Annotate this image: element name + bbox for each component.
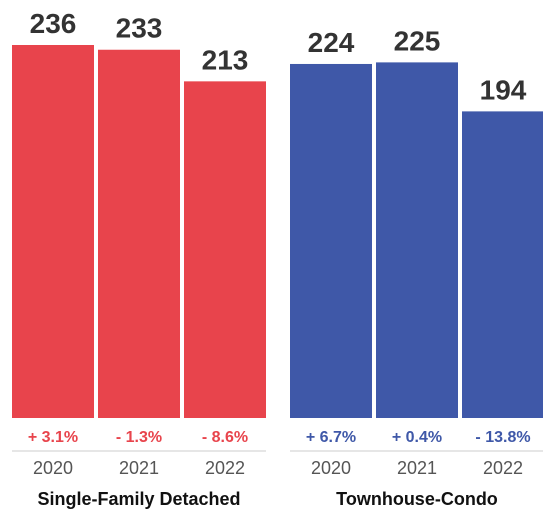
- change-label-single-family-2020: + 3.1%: [28, 429, 78, 446]
- change-label-single-family-2022: - 8.6%: [202, 429, 248, 446]
- value-label-single-family-2021: 233: [116, 13, 163, 44]
- bar-townhouse-condo-2021: [376, 62, 458, 419]
- change-label-townhouse-condo-2020: + 6.7%: [306, 429, 356, 446]
- year-label-townhouse-condo-2021: 2021: [397, 458, 437, 478]
- change-label-townhouse-condo-2021: + 0.4%: [392, 429, 442, 446]
- change-label-single-family-2021: - 1.3%: [116, 429, 162, 446]
- bar-townhouse-condo-2022: [462, 111, 543, 419]
- value-label-townhouse-condo-2020: 224: [308, 27, 355, 58]
- year-label-single-family-2021: 2021: [119, 458, 159, 478]
- year-label-townhouse-condo-2022: 2022: [483, 458, 523, 478]
- year-label-townhouse-condo-2020: 2020: [311, 458, 351, 478]
- bar-single-family-2020: [12, 45, 94, 418]
- bar-townhouse-condo-2020: [290, 63, 372, 419]
- value-label-townhouse-condo-2022: 194: [480, 74, 527, 105]
- bar-single-family-2021: [98, 49, 180, 419]
- value-label-single-family-2020: 236: [30, 8, 77, 39]
- year-label-single-family-2022: 2022: [205, 458, 245, 478]
- year-label-single-family-2020: 2020: [33, 458, 73, 478]
- bar-single-family-2022: [184, 81, 266, 419]
- group-label-townhouse-condo: Townhouse-Condo: [336, 489, 498, 509]
- change-label-townhouse-condo-2022: - 13.8%: [475, 429, 530, 446]
- group-label-single-family: Single-Family Detached: [37, 489, 240, 509]
- value-label-townhouse-condo-2021: 225: [394, 25, 441, 56]
- value-label-single-family-2022: 213: [202, 44, 249, 75]
